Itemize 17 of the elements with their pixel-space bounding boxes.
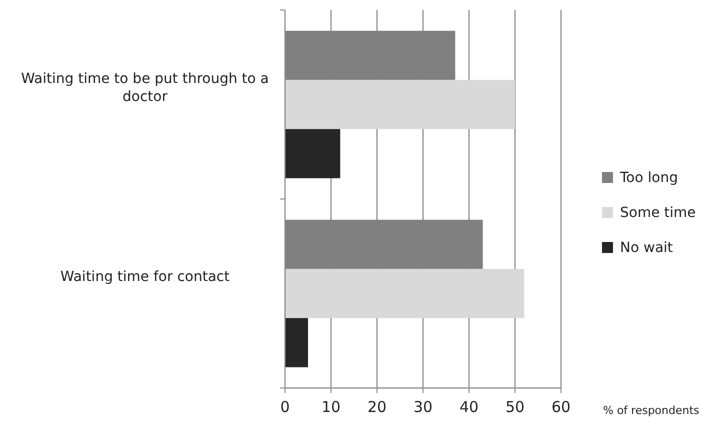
- x-axis-title: % of respondents: [603, 404, 700, 417]
- x-tick-label: 60: [551, 398, 571, 416]
- legend-label: Too long: [619, 170, 678, 186]
- x-tick-label: 30: [413, 398, 433, 416]
- y-tick-label: Waiting time to be put through to a doctor: [21, 70, 269, 105]
- bar: [285, 129, 340, 178]
- x-tick-label: 50: [505, 398, 525, 416]
- legend-label: No wait: [620, 240, 674, 256]
- bar: [285, 80, 515, 130]
- legend-label: Some time: [620, 205, 696, 221]
- bar: [285, 318, 308, 368]
- x-tick-label: 20: [367, 398, 387, 416]
- x-tick-label: 0: [280, 398, 290, 416]
- x-tick-label: 10: [321, 398, 341, 416]
- x-tick-label: 40: [459, 398, 479, 416]
- bar: [285, 268, 524, 318]
- y-tick-label: Waiting time for contact: [60, 268, 230, 285]
